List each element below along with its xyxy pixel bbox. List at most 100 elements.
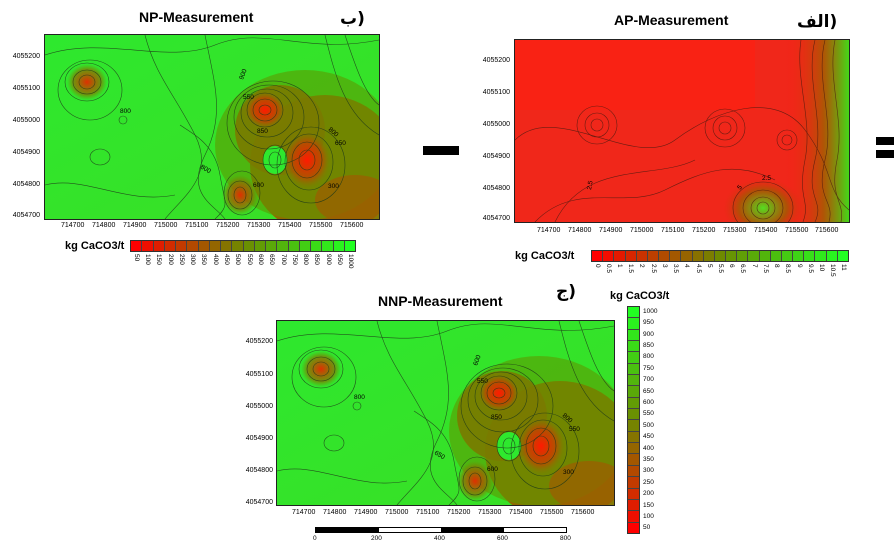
legend-swatch: [131, 241, 143, 251]
legend-label: 3.5: [672, 264, 680, 274]
legend-swatch: [628, 318, 639, 330]
legend-label: 2.5: [649, 264, 657, 274]
np-ytick: 4054700: [12, 212, 40, 219]
legend-swatch: [703, 251, 715, 261]
nnp-label: ج): [556, 282, 577, 302]
legend-swatch: [726, 251, 738, 261]
nnp-xtick: 715400: [509, 509, 533, 516]
ap-legend-bar: [591, 250, 849, 262]
scale-bar-label: 200: [371, 535, 382, 542]
legend-swatch: [628, 341, 639, 353]
legend-swatch: [628, 363, 639, 376]
nnp-xtick: 714800: [323, 509, 347, 516]
legend-label: 350: [200, 254, 208, 265]
legend-label: 650: [643, 387, 654, 395]
legend-label: 400: [643, 444, 654, 452]
legend-label: 500: [643, 421, 654, 429]
legend-label: 5.5: [717, 264, 724, 274]
legend-swatch: [628, 499, 639, 512]
legend-label: 6: [728, 264, 736, 268]
nnp-contour-label: 650: [433, 450, 446, 462]
ap-title: AP-Measurement: [614, 12, 729, 28]
legend-swatch: [322, 241, 334, 251]
ap-ytick: 4054800: [482, 185, 510, 192]
legend-swatch: [628, 511, 639, 523]
legend-label: 9.5: [806, 264, 814, 274]
legend-swatch: [714, 251, 727, 261]
np-legend-bar: [130, 240, 356, 252]
legend-swatch: [781, 251, 794, 261]
legend-swatch: [614, 251, 626, 261]
nnp-ytick: 4055000: [245, 403, 273, 410]
legend-label: 50: [643, 524, 651, 532]
legend-swatch: [243, 241, 255, 251]
legend-label: 800: [643, 353, 654, 361]
legend-swatch: [826, 251, 838, 261]
legend-label: 450: [643, 433, 654, 441]
legend-label: 750: [290, 254, 298, 265]
legend-swatch: [164, 241, 176, 251]
np-xtick: 715400: [278, 222, 302, 229]
ap-xtick: 715600: [815, 227, 839, 234]
np-label: ب): [340, 9, 365, 29]
np-xtick: 715600: [340, 222, 364, 229]
legend-label: 1: [616, 264, 624, 268]
legend-label: 8.5: [784, 264, 792, 274]
scale-bar-label: 0: [313, 535, 317, 542]
legend-label: 250: [177, 254, 185, 265]
legend-swatch: [603, 251, 615, 261]
nnp-legend-bar: [627, 306, 640, 534]
legend-swatch: [628, 443, 639, 455]
legend-swatch: [628, 488, 639, 500]
legend-label: 4: [683, 264, 691, 268]
ap-ytick: 4054900: [482, 153, 510, 160]
legend-swatch: [804, 251, 816, 261]
legend-swatch: [647, 251, 660, 261]
np-title: NP-Measurement: [139, 9, 254, 25]
legend-swatch: [670, 251, 682, 261]
np-map: 900 550 850 800 650 800 800 300 600: [44, 34, 380, 220]
ap-ytick: 4055200: [482, 57, 510, 64]
legend-swatch: [628, 477, 639, 489]
np-xtick: 715200: [216, 222, 240, 229]
legend-swatch: [628, 522, 639, 533]
nnp-xtick: 715000: [385, 509, 409, 516]
nnp-ytick: 4055100: [245, 371, 273, 378]
np-xtick: 715100: [185, 222, 209, 229]
ap-map: 2.5 2.5 5: [514, 39, 850, 223]
np-ytick: 4055000: [12, 117, 40, 124]
nnp-contour-label: 600: [487, 466, 498, 473]
legend-label: 600: [643, 398, 654, 406]
legend-label: 100: [143, 254, 151, 265]
legend-swatch: [592, 251, 604, 261]
nnp-legend-unit: kg CaCO3/t: [610, 290, 670, 302]
ap-legend-labels: 0 0.5 1 1.5 2 2.5 3 3.5 4 4.5 5 5.5 6 6.5 7 7.5 8 8.5 9 9.5…: [591, 264, 849, 288]
nnp-contour-label: 800: [354, 394, 365, 401]
legend-swatch: [299, 241, 311, 251]
legend-swatch: [254, 241, 266, 251]
legend-swatch: [288, 241, 300, 251]
legend-label: 4.5: [694, 264, 702, 274]
nnp-contour-label: 550: [569, 426, 580, 433]
np-legend-unit: kg CaCO3/t: [65, 240, 125, 252]
legend-label: 700: [279, 254, 287, 265]
legend-label: 300: [643, 467, 654, 475]
ap-legend-unit: kg CaCO3/t: [515, 250, 575, 262]
legend-swatch: [266, 241, 278, 251]
legend-label: 250: [643, 478, 654, 486]
np-xtick: 715500: [309, 222, 333, 229]
equals-operator: [876, 137, 894, 159]
nnp-ytick: 4055200: [245, 338, 273, 345]
legend-swatch: [333, 241, 345, 251]
legend-swatch: [628, 409, 639, 421]
legend-label: 200: [166, 254, 174, 265]
legend-swatch: [628, 420, 639, 432]
minus-operator: [423, 146, 459, 155]
legend-label: 50: [132, 254, 140, 262]
nnp-ytick: 4054800: [245, 467, 273, 474]
legend-label: 9: [795, 264, 803, 268]
legend-label: 5: [705, 264, 713, 268]
legend-label: 450: [223, 254, 231, 265]
ap-xtick: 714800: [568, 227, 592, 234]
legend-swatch: [625, 251, 637, 261]
